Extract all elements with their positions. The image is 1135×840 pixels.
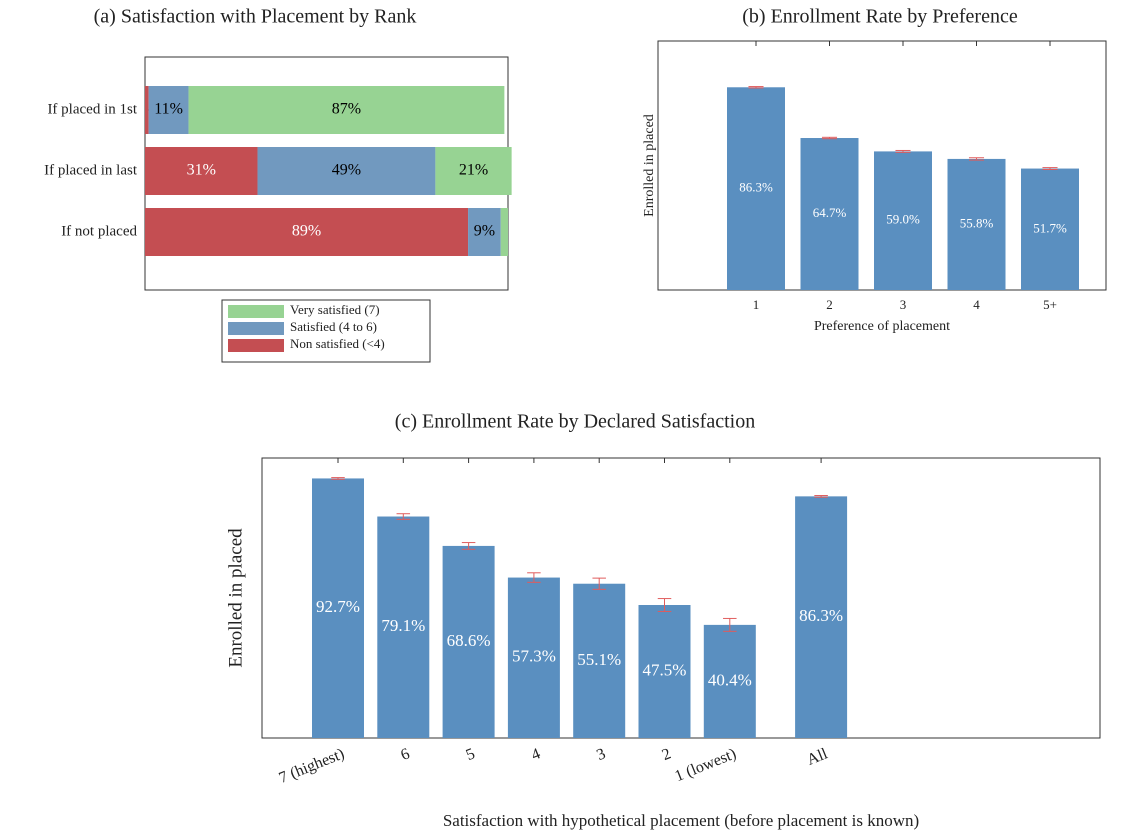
x-tick-label: 5 xyxy=(464,745,478,764)
bar-segment xyxy=(148,86,189,134)
value-label: 55.1% xyxy=(577,650,621,669)
bar-segment xyxy=(468,208,501,256)
x-tick-label: 3 xyxy=(900,297,907,312)
bar xyxy=(442,545,495,738)
bar-segment xyxy=(188,86,505,134)
value-label: 49% xyxy=(332,162,361,179)
x-tick-label: All xyxy=(805,745,831,769)
bar xyxy=(703,624,756,738)
x-tick-label: 3 xyxy=(594,745,608,764)
value-label: 86.3% xyxy=(799,606,843,625)
x-tick-label: 4 xyxy=(529,745,543,764)
value-label: 59.0% xyxy=(886,212,920,227)
legend-swatch xyxy=(228,305,284,318)
value-label: 57.3% xyxy=(512,647,556,666)
legend-label: Satisfied (4 to 6) xyxy=(290,319,377,334)
x-tick-label: 2 xyxy=(826,297,833,312)
x-axis-label: Satisfaction with hypothetical placement… xyxy=(443,811,919,830)
bar-segment xyxy=(435,147,512,195)
chart-title: (a) Satisfaction with Placement by Rank xyxy=(94,6,417,28)
value-label: 89% xyxy=(292,223,321,240)
legend-swatch xyxy=(228,339,284,352)
bar xyxy=(1021,168,1079,290)
x-tick-label: 4 xyxy=(973,297,980,312)
value-label: 86.3% xyxy=(739,180,773,195)
x-axis-label: Preference of placement xyxy=(814,319,950,334)
bar-segment xyxy=(500,208,508,256)
value-label: 55.8% xyxy=(960,215,994,230)
x-tick-label: 1 xyxy=(753,297,760,312)
bar-segment xyxy=(145,147,258,195)
bar xyxy=(800,138,859,290)
bar xyxy=(874,151,932,290)
value-label: 47.5% xyxy=(643,660,687,679)
x-tick-label: 7 (highest) xyxy=(277,745,347,787)
bar-segment xyxy=(145,208,469,256)
value-label: 31% xyxy=(187,162,216,179)
legend-swatch xyxy=(228,322,284,335)
y-axis-label: Enrolled in placed xyxy=(642,114,657,217)
bar xyxy=(947,158,1006,290)
y-tick-label: If not placed xyxy=(61,223,137,239)
x-tick-label: 1 (lowest) xyxy=(673,745,739,785)
x-tick-label: 2 xyxy=(660,745,674,764)
value-label: 21% xyxy=(459,162,488,179)
bar xyxy=(312,478,364,738)
bar-segment xyxy=(257,147,436,195)
chart-title: (b) Enrollment Rate by Preference xyxy=(742,6,1018,28)
bar xyxy=(638,605,691,738)
legend-label: Very satisfied (7) xyxy=(290,302,380,317)
value-label: 51.7% xyxy=(1033,220,1067,235)
value-label: 9% xyxy=(474,223,495,240)
value-label: 64.7% xyxy=(813,205,847,220)
bar xyxy=(727,87,785,290)
x-tick-label: 5+ xyxy=(1043,297,1057,312)
y-tick-label: If placed in last xyxy=(44,162,138,178)
value-label: 92.7% xyxy=(316,597,360,616)
value-label: 68.6% xyxy=(447,631,491,650)
value-label: 79.1% xyxy=(381,616,425,635)
bar xyxy=(507,577,560,738)
bar xyxy=(377,516,430,738)
legend-label: Non satisfied (<4) xyxy=(290,336,385,351)
value-label: 11% xyxy=(154,101,183,118)
bar-segment xyxy=(145,86,149,134)
x-tick-label: 6 xyxy=(398,745,412,764)
chart-title: (c) Enrollment Rate by Declared Satisfac… xyxy=(395,411,755,433)
bar xyxy=(795,496,848,738)
y-tick-label: If placed in 1st xyxy=(47,101,137,117)
bar xyxy=(573,583,626,738)
value-label: 87% xyxy=(332,101,361,118)
y-axis-label: Enrolled in placed xyxy=(225,528,246,668)
value-label: 40.4% xyxy=(708,670,752,689)
